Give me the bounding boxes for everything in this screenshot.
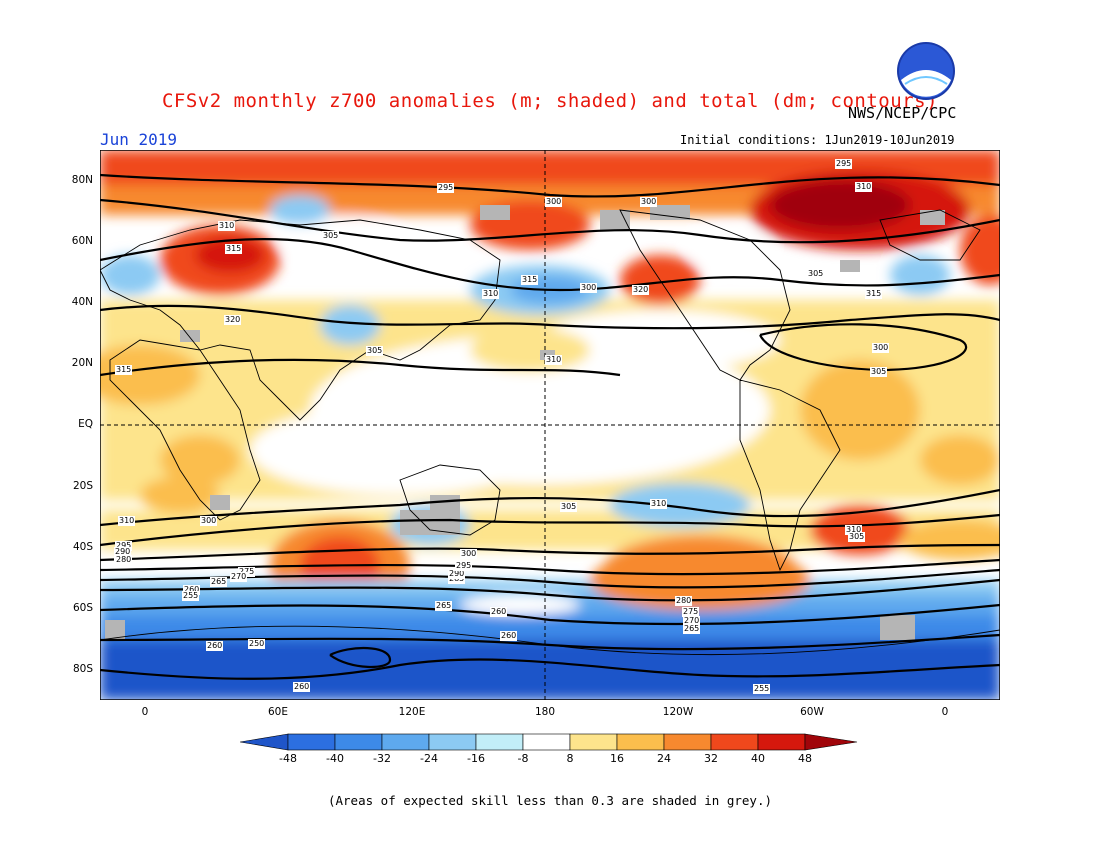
lat-label: 60S — [72, 602, 93, 614]
lat-label: 80N — [71, 174, 93, 186]
contour-value-label: 305 — [366, 346, 384, 356]
colorbar-tick-label: -40 — [326, 752, 344, 765]
contour-value-label: 295 — [115, 541, 133, 551]
contour-value-label: 300 — [640, 197, 658, 207]
colorbar-tick-label: 24 — [657, 752, 671, 765]
colorbar-swatch — [569, 733, 618, 751]
contour-value-label: 300 — [460, 549, 478, 559]
contour-value-label: 310 — [845, 525, 863, 535]
contour-value-label: 310 — [218, 221, 236, 231]
contour-value-label: 290 — [114, 547, 132, 557]
contour-value-label: 320 — [632, 285, 650, 295]
colorbar-swatch — [522, 733, 571, 751]
contour-value-label: 300 — [872, 343, 890, 353]
colorbar-swatch — [804, 733, 858, 751]
contour-value-label: 290 — [448, 569, 466, 579]
contour-value-label: 260 — [183, 585, 201, 595]
colorbar-tick-label: -16 — [467, 752, 485, 765]
colorbar-swatch — [710, 733, 759, 751]
colorbar-tick-label: -32 — [373, 752, 391, 765]
contour-value-label: 260 — [490, 607, 508, 617]
lon-label: 0 — [141, 706, 149, 718]
colorbar-swatch — [240, 733, 289, 751]
contour-value-label: 310 — [545, 355, 563, 365]
contour-value-label: 300 — [545, 197, 563, 207]
colorbar-tick-label: 8 — [566, 752, 574, 765]
colorbar-swatch — [287, 733, 336, 751]
contour-value-label: 305 — [848, 532, 866, 542]
contour-value-label: 310 — [855, 182, 873, 192]
lat-label: 40S — [72, 541, 93, 553]
chart-title: CFSv2 monthly z700 anomalies (m; shaded)… — [161, 90, 939, 112]
contour-value-label: 265 — [683, 624, 701, 634]
contour-value-label: 310 — [118, 516, 136, 526]
lon-label: 120E — [398, 706, 426, 718]
colorbar — [240, 733, 858, 751]
colorbar-tick-label: 40 — [751, 752, 765, 765]
contour-value-label: 255 — [182, 591, 200, 601]
contour-value-label: 265 — [210, 577, 228, 587]
contour-value-label: 270 — [683, 616, 701, 626]
contour-value-label: 295 — [455, 561, 473, 571]
lat-label: 80S — [72, 663, 93, 675]
colorbar-swatch — [757, 733, 806, 751]
contour-value-label: 315 — [115, 365, 133, 375]
lon-label: 60E — [268, 706, 288, 718]
contour-value-label: 295 — [835, 159, 853, 169]
colorbar-swatch — [475, 733, 524, 751]
lon-label: 120W — [662, 706, 694, 718]
contour-value-label: 305 — [807, 269, 825, 279]
contour-value-label: 315 — [865, 289, 883, 299]
contour-value-label: 315 — [521, 275, 539, 285]
lon-label: 180 — [534, 706, 556, 718]
colorbar-tick-label: 16 — [610, 752, 624, 765]
colorbar-tick-label: 48 — [798, 752, 812, 765]
contour-value-label: 255 — [753, 684, 771, 694]
month-label: Jun 2019 — [100, 130, 178, 149]
contour-value-label: 300 — [200, 516, 218, 526]
contour-value-label: 275 — [682, 607, 700, 617]
colorbar-swatch — [381, 733, 430, 751]
anomaly-shading — [100, 150, 1000, 700]
contour-value-label: 295 — [437, 183, 455, 193]
contour-value-label: 310 — [482, 289, 500, 299]
contour-value-label: 280 — [115, 555, 133, 565]
lat-label: EQ — [78, 418, 93, 430]
contour-value-label: 315 — [225, 244, 243, 254]
contour-value-label: 305 — [870, 367, 888, 377]
colorbar-tick-label: -8 — [517, 752, 529, 765]
contour-value-label: 305 — [322, 231, 340, 241]
colorbar-swatch — [334, 733, 383, 751]
colorbar-swatch — [616, 733, 665, 751]
organization-label: NWS/NCEP/CPC — [848, 104, 957, 122]
colorbar-tick-label: -24 — [420, 752, 438, 765]
colorbar-tick-label: -48 — [279, 752, 297, 765]
lat-label: 40N — [71, 296, 93, 308]
lon-label: 60W — [800, 706, 824, 718]
contour-value-label: 270 — [230, 572, 248, 582]
contour-value-label: 260 — [500, 631, 518, 641]
contour-value-label: 265 — [435, 601, 453, 611]
contour-value-label: 260 — [293, 682, 311, 692]
low-skill-patches — [105, 205, 945, 640]
lat-label: 60N — [71, 235, 93, 247]
colorbar-tick-label: 32 — [704, 752, 718, 765]
initial-conditions-label: Initial conditions: 1Jun2019-10Jun2019 — [680, 133, 955, 147]
noaa-logo — [897, 42, 955, 100]
contour-value-label: 305 — [560, 502, 578, 512]
contour-value-label: 260 — [206, 641, 224, 651]
contour-value-label: 300 — [580, 283, 598, 293]
anomaly-map — [100, 150, 1000, 700]
contour-value-label: 310 — [650, 499, 668, 509]
colorbar-swatch — [428, 733, 477, 751]
contour-value-label: 280 — [675, 596, 693, 606]
footnote: (Areas of expected skill less than 0.3 a… — [327, 793, 772, 808]
contour-value-label: 250 — [248, 639, 266, 649]
contour-value-label: 320 — [224, 315, 242, 325]
lat-label: 20N — [71, 357, 93, 369]
colorbar-swatch — [663, 733, 712, 751]
lon-label: 0 — [941, 706, 949, 718]
lat-label: 20S — [72, 480, 93, 492]
